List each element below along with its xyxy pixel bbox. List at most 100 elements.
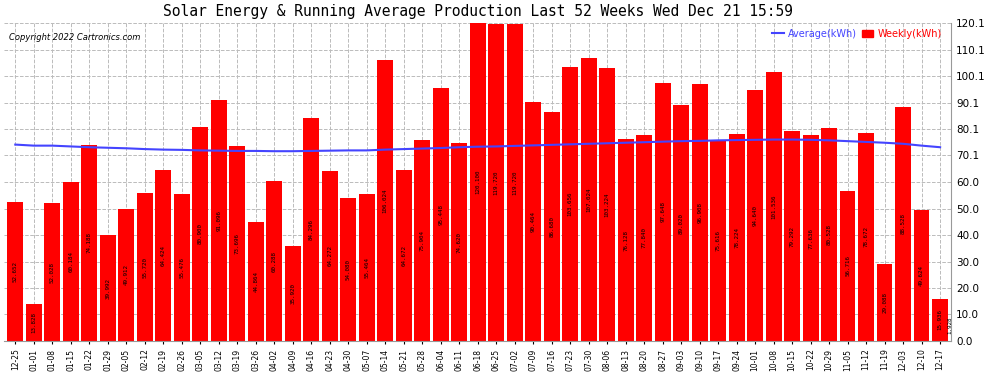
Bar — [673, 105, 689, 341]
Bar — [895, 106, 911, 341]
Text: 35.920: 35.920 — [290, 283, 295, 304]
Text: 15.936: 15.936 — [938, 309, 942, 330]
Bar — [858, 133, 874, 341]
Text: 73.696: 73.696 — [235, 233, 240, 254]
Bar — [303, 118, 319, 341]
Bar — [26, 304, 42, 341]
Bar — [377, 60, 393, 341]
Text: 119.720: 119.720 — [512, 170, 517, 195]
Bar — [230, 146, 246, 341]
Text: 78.672: 78.672 — [863, 226, 868, 248]
Bar — [211, 100, 227, 341]
Text: 103.656: 103.656 — [567, 192, 572, 216]
Bar — [544, 111, 559, 341]
Bar — [729, 134, 744, 341]
Bar — [137, 194, 152, 341]
Text: 96.908: 96.908 — [697, 202, 702, 223]
Text: 101.536: 101.536 — [771, 194, 776, 219]
Bar — [248, 222, 263, 341]
Bar — [451, 144, 467, 341]
Bar — [933, 299, 948, 341]
Bar — [174, 194, 190, 341]
Text: 79.292: 79.292 — [790, 225, 795, 246]
Bar — [45, 203, 60, 341]
Text: 49.624: 49.624 — [919, 265, 924, 286]
Legend: Average(kWh), Weekly(kWh): Average(kWh), Weekly(kWh) — [768, 25, 945, 43]
Bar — [618, 140, 634, 341]
Text: 75.904: 75.904 — [420, 230, 425, 251]
Text: Copyright 2022 Cartronics.com: Copyright 2022 Cartronics.com — [9, 33, 141, 42]
Text: 55.720: 55.720 — [143, 257, 148, 278]
Bar — [747, 90, 763, 341]
Bar — [877, 264, 893, 341]
Text: 60.184: 60.184 — [68, 251, 73, 272]
Bar — [637, 135, 652, 341]
Text: 77.636: 77.636 — [808, 228, 813, 249]
Text: 54.080: 54.080 — [346, 259, 350, 280]
Bar — [322, 171, 338, 341]
Bar — [710, 141, 726, 341]
Bar — [155, 171, 171, 341]
Bar — [415, 140, 430, 341]
Text: 52.652: 52.652 — [13, 261, 18, 282]
Text: 1.928: 1.928 — [946, 317, 951, 334]
Bar — [581, 58, 597, 341]
Bar — [803, 135, 819, 341]
Text: 56.716: 56.716 — [845, 255, 850, 276]
Bar — [822, 128, 837, 341]
Text: 106.024: 106.024 — [383, 188, 388, 213]
Bar — [526, 102, 542, 341]
Text: 107.024: 107.024 — [586, 187, 591, 211]
Text: 120.100: 120.100 — [475, 170, 480, 194]
Title: Solar Energy & Running Average Production Last 52 Weeks Wed Dec 21 15:59: Solar Energy & Running Average Productio… — [162, 4, 793, 19]
Bar — [192, 127, 208, 341]
Text: 13.828: 13.828 — [32, 312, 37, 333]
Text: 86.680: 86.680 — [549, 216, 554, 237]
Text: 64.272: 64.272 — [328, 245, 333, 266]
Text: 39.992: 39.992 — [105, 278, 110, 298]
Text: 95.448: 95.448 — [439, 204, 444, 225]
Text: 80.528: 80.528 — [827, 224, 832, 245]
Bar — [266, 182, 282, 341]
Text: 77.840: 77.840 — [642, 228, 646, 249]
Text: 103.224: 103.224 — [605, 192, 610, 217]
Text: 60.288: 60.288 — [271, 251, 277, 272]
Text: 64.424: 64.424 — [160, 245, 165, 266]
Text: 89.020: 89.020 — [679, 213, 684, 234]
Bar — [488, 24, 504, 341]
Text: 80.900: 80.900 — [198, 224, 203, 245]
Text: 49.912: 49.912 — [124, 264, 129, 285]
Bar — [119, 209, 134, 341]
Bar — [507, 24, 523, 341]
Text: 55.464: 55.464 — [364, 257, 369, 278]
Text: 88.528: 88.528 — [901, 213, 906, 234]
Bar — [692, 84, 708, 341]
Bar — [7, 202, 23, 341]
Text: 90.464: 90.464 — [531, 211, 536, 232]
Bar — [766, 72, 781, 341]
Bar — [81, 145, 97, 341]
Bar — [285, 246, 301, 341]
Text: 75.616: 75.616 — [716, 230, 721, 251]
Text: 52.028: 52.028 — [50, 262, 54, 283]
Text: 119.720: 119.720 — [494, 170, 499, 195]
Bar — [784, 131, 800, 341]
Text: 84.296: 84.296 — [309, 219, 314, 240]
Text: 76.128: 76.128 — [623, 230, 629, 251]
Bar — [562, 67, 578, 341]
Text: 64.672: 64.672 — [401, 245, 406, 266]
Text: 44.864: 44.864 — [253, 271, 258, 292]
Bar — [654, 82, 670, 341]
Bar — [396, 170, 412, 341]
Bar — [100, 235, 116, 341]
Bar — [341, 198, 356, 341]
Bar — [358, 194, 374, 341]
Bar — [840, 191, 855, 341]
Text: 97.648: 97.648 — [660, 201, 665, 222]
Bar — [433, 88, 448, 341]
Bar — [470, 23, 485, 341]
Text: 91.096: 91.096 — [216, 210, 221, 231]
Text: 29.088: 29.088 — [882, 292, 887, 313]
Bar — [599, 68, 615, 341]
Text: 74.620: 74.620 — [456, 232, 461, 253]
